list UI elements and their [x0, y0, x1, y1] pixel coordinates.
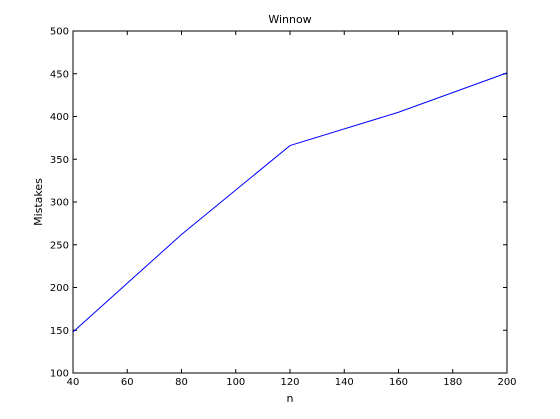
y-axis-label: Mistakes: [32, 178, 45, 226]
x-tick-label: 40: [67, 377, 80, 388]
x-axis-label: n: [287, 392, 294, 405]
x-tick-label: 200: [497, 377, 516, 388]
y-tick-label: 350: [50, 155, 69, 166]
y-tick-label: 200: [50, 283, 69, 294]
y-axis: 100 150 200 250 300 350 400 450 500: [50, 27, 507, 380]
y-tick-label: 450: [50, 69, 69, 80]
x-axis: 40 60 80 100 120 140 160 180 200: [67, 31, 517, 388]
x-tick-label: 160: [389, 377, 408, 388]
y-tick-label: 100: [50, 369, 69, 380]
y-tick-label: 300: [50, 198, 69, 209]
plot-area: [72, 30, 508, 374]
series-layer: [72, 72, 508, 333]
y-tick-label: 150: [50, 326, 69, 337]
x-tick-label: 60: [121, 377, 134, 388]
series-line-0: [72, 72, 508, 333]
chart-title: Winnow: [268, 13, 311, 26]
y-tick-label: 400: [50, 112, 69, 123]
x-tick-label: 140: [335, 377, 354, 388]
y-tick-label: 250: [50, 240, 69, 251]
x-tick-label: 120: [280, 377, 299, 388]
x-tick-label: 100: [226, 377, 245, 388]
y-tick-label: 500: [50, 27, 69, 38]
x-tick-label: 180: [443, 377, 462, 388]
x-tick-label: 80: [175, 377, 188, 388]
